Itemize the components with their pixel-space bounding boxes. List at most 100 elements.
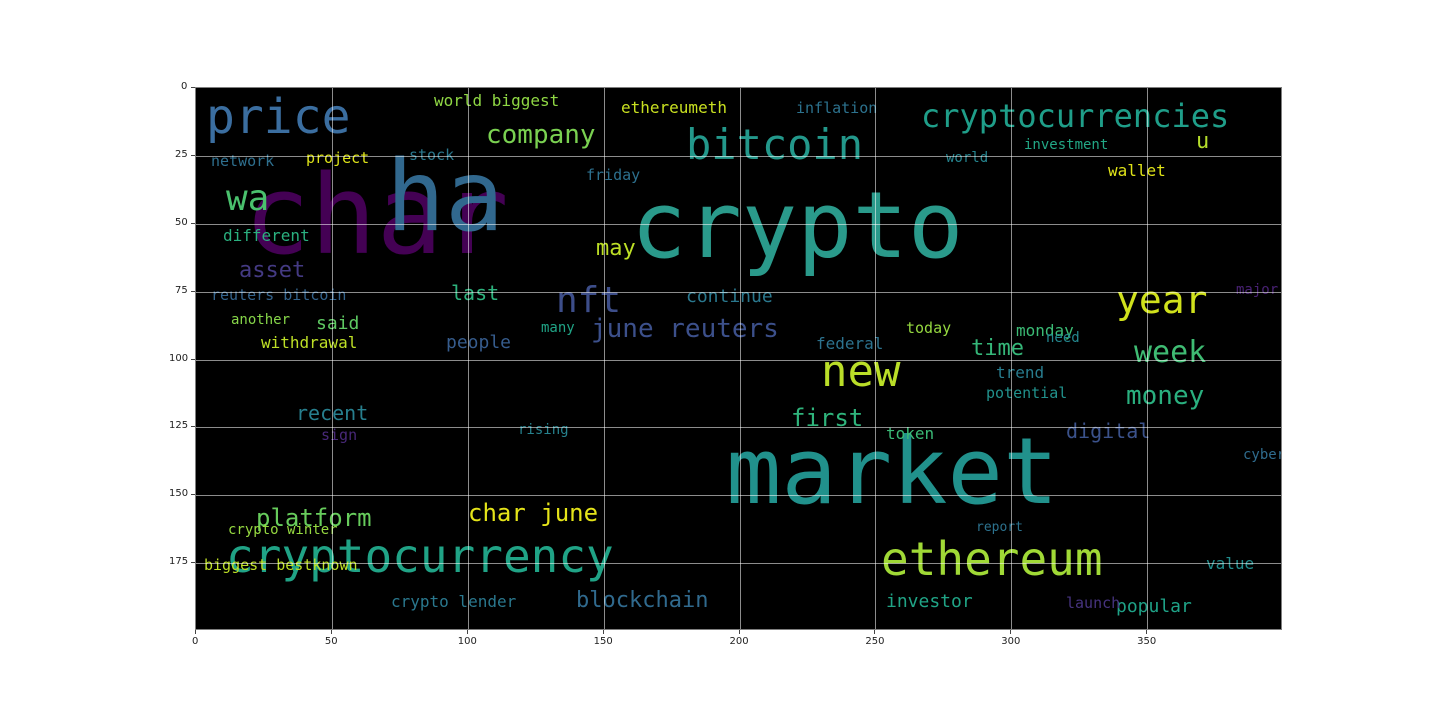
y-tick [191, 358, 195, 360]
grid-line-x [875, 88, 877, 629]
x-tick-label: 50 [324, 636, 338, 647]
y-tick [191, 562, 195, 564]
word-company: company [486, 120, 596, 150]
grid-line-y [196, 359, 1281, 361]
word-wallet: wallet [1108, 161, 1166, 180]
grid-line-y [196, 495, 1281, 497]
word-ethereumeth: ethereumeth [621, 98, 727, 117]
x-tick [466, 630, 468, 634]
word-char-june: char june [468, 499, 599, 527]
word-crypto: crypto [631, 172, 964, 279]
word-report: report [976, 520, 1023, 535]
y-tick-label: 100 [169, 352, 189, 364]
grid-line-x [1147, 88, 1149, 629]
word-wa: wa [226, 178, 270, 219]
word-ethereum: ethereum [881, 532, 1103, 586]
y-tick-label: 150 [169, 488, 189, 500]
word-world-biggest: world biggest [434, 91, 560, 110]
x-tick [1146, 630, 1148, 634]
word-rising: rising [518, 422, 569, 438]
word-token: token [886, 424, 935, 443]
grid-line-y [196, 563, 1281, 565]
word-week: week [1134, 335, 1207, 370]
word-launch: launch [1066, 594, 1121, 612]
x-tick-label: 100 [457, 636, 477, 647]
grid-line-x [331, 88, 333, 629]
word-biggest-bestknown: biggest bestknown [204, 556, 358, 574]
word-inflation: inflation [796, 99, 878, 117]
x-tick-label: 250 [865, 636, 885, 647]
x-tick-label: 300 [1001, 636, 1021, 647]
x-tick [738, 630, 740, 634]
word-project: project [306, 149, 370, 167]
x-tick [602, 630, 604, 634]
x-tick [874, 630, 876, 634]
y-tick [191, 222, 195, 224]
word-new: new [821, 346, 901, 397]
word-ha: ha [386, 140, 505, 254]
x-tick-label: 200 [729, 636, 749, 647]
word-layer: char crypto market ha price bitcoin cryptocurr… [196, 88, 1281, 629]
word-another: another [231, 312, 291, 328]
x-tick-label: 0 [192, 636, 199, 647]
y-tick-label: 0 [181, 81, 188, 92]
word-price: price [206, 89, 351, 145]
word-last: last [451, 281, 500, 305]
word-reuters-bitcoin: reuters bitcoin [211, 286, 347, 304]
word-nft: nft [556, 280, 622, 321]
word-said: said [316, 313, 360, 334]
y-tick [191, 87, 195, 88]
word-monday: monday [1016, 321, 1074, 340]
word-potential: potential [986, 384, 1068, 402]
word-different: different [223, 226, 310, 245]
word-money: money [1126, 381, 1205, 411]
grid-line-x [467, 88, 469, 629]
word-withdrawal: withdrawal [261, 333, 358, 352]
word-time: time [971, 336, 1024, 361]
word-trend: trend [996, 363, 1045, 382]
word-asset: asset [239, 258, 306, 283]
wordcloud-image: char crypto market ha price bitcoin cryptocurr… [195, 87, 1282, 630]
word-friday: friday [586, 166, 641, 184]
word-investor: investor [886, 591, 973, 612]
y-tick-label: 50 [175, 216, 188, 228]
word-many: many [541, 320, 575, 336]
grid-line-x [1011, 88, 1013, 629]
x-tick [195, 630, 196, 634]
y-tick [191, 494, 195, 496]
word-federal: federal [816, 334, 884, 353]
grid-line-y [196, 223, 1281, 225]
y-tick [191, 426, 195, 428]
word-blockchain: blockchain [576, 588, 709, 613]
word-digital: digital [1066, 419, 1151, 443]
y-tick-label: 125 [169, 420, 189, 432]
word-network: network [211, 152, 275, 170]
x-tick [330, 630, 332, 634]
word-char: char [244, 151, 509, 279]
word-june-reuters: june reuters [591, 314, 779, 344]
word-stock: stock [409, 146, 455, 164]
word-need: need [1046, 330, 1080, 346]
word-people: people [446, 332, 512, 353]
grid-line-x [739, 88, 741, 629]
word-crypto-lender: crypto lender [391, 592, 517, 611]
word-year: year [1116, 278, 1208, 322]
y-tick-label: 175 [169, 556, 189, 568]
word-first: first [791, 404, 864, 432]
grid-line-x [603, 88, 605, 629]
x-tick-label: 150 [593, 636, 613, 647]
word-u: u [1196, 129, 1210, 154]
y-tick-label: 25 [175, 148, 188, 160]
word-bitcoin: bitcoin [686, 120, 864, 169]
word-platform: platform [256, 504, 372, 532]
grid-line-y [196, 155, 1281, 157]
grid-line-y [196, 427, 1281, 429]
y-tick [191, 290, 195, 292]
y-tick-label: 75 [175, 284, 188, 296]
word-sign: sign [321, 426, 358, 444]
word-cryptocurrencies: cryptocurrencies [921, 97, 1230, 135]
y-tick [191, 154, 195, 156]
word-popular: popular [1116, 596, 1192, 617]
grid-line-y [196, 291, 1281, 293]
word-cybersecurity: cybersecurity [1243, 447, 1281, 463]
